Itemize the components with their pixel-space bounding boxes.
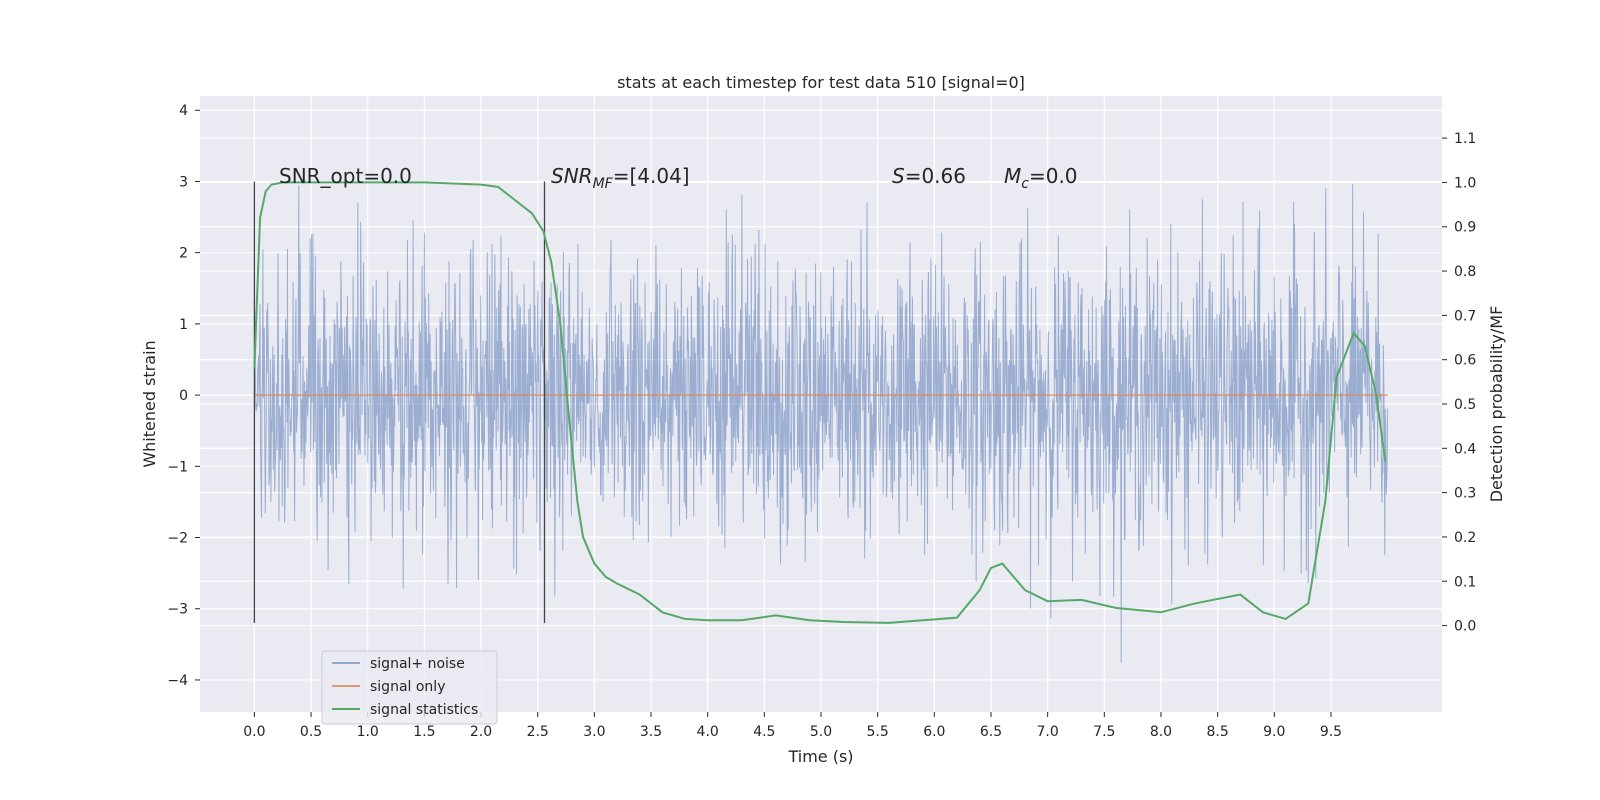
- y-tick-label: 4: [179, 103, 188, 119]
- x-tick-label: 7.5: [1093, 724, 1115, 740]
- annotation-mc-label: M: [1004, 164, 1021, 188]
- y2-axis-label: Detection probability/MF: [1487, 306, 1506, 503]
- y-tick-label: −4: [167, 673, 188, 689]
- annotation-snr-opt: SNR_opt=0.0: [279, 164, 412, 188]
- x-tick-label: 2.5: [527, 724, 549, 740]
- legend-label-signal: signal only: [370, 679, 445, 695]
- legend-box: [321, 650, 498, 725]
- x-ticks: 0.0 0.5 1.0 1.5 2.0 2.5 3.0 3.5 4.0 4.5 5.0 5.5 6.0 6…: [243, 712, 1342, 740]
- legend-label-noise: signal+ noise: [370, 656, 465, 672]
- x-tick-label: 8.0: [1150, 724, 1172, 740]
- y2-tick-label: 0.0: [1454, 619, 1476, 635]
- x-tick-label: 2.0: [470, 724, 492, 740]
- x-tick-label: 3.0: [583, 724, 605, 740]
- y2-tick-label: 1.1: [1454, 131, 1476, 147]
- annotation-snr-mf-value: =[4.04]: [613, 164, 690, 188]
- x-tick-label: 0.0: [243, 724, 265, 740]
- y-tick-label: 1: [179, 317, 188, 333]
- y2-tick-label: 0.7: [1454, 308, 1476, 324]
- y2-tick-label: 0.8: [1454, 264, 1476, 280]
- chart-title: stats at each timestep for test data 510…: [617, 73, 1025, 92]
- y-ticks: 4 3 2 1 0 −1 −2 −3 −4: [167, 103, 200, 689]
- noise-trace: [253, 183, 1389, 663]
- annotation-snr-mf-label: SNR: [551, 164, 593, 188]
- x-tick-label: 1.5: [413, 724, 435, 740]
- y2-tick-label: 1.0: [1454, 175, 1476, 191]
- annotation-s: S=0.66: [892, 164, 966, 188]
- y-tick-label: −3: [167, 602, 188, 618]
- y-tick-label: 2: [179, 246, 188, 262]
- vertical-markers: [253, 181, 546, 623]
- x-tick-label: 7.0: [1037, 724, 1059, 740]
- annotation-snr-mf: SNRMF=[4.04]: [551, 164, 690, 192]
- signal-statistics-series: [253, 181, 1387, 624]
- y2-ticks: 1.1 1.0 0.9 0.8 0.7 0.6 0.5 0.4 0.3 0.2 0.1 0.0: [1442, 131, 1476, 635]
- y2-tick-label: 0.1: [1454, 574, 1476, 590]
- x-tick-label: 5.0: [810, 724, 832, 740]
- x-tick-label: 9.5: [1320, 724, 1342, 740]
- x-axis-label: Time (s): [787, 747, 853, 766]
- y-axis-label: Whitened strain: [140, 340, 159, 467]
- x-tick-label: 6.0: [923, 724, 945, 740]
- y2-tick-label: 0.2: [1454, 530, 1476, 546]
- y-tick-label: 3: [179, 174, 188, 190]
- x-tick-label: 4.0: [697, 724, 719, 740]
- legend-label-statistics: signal statistics: [370, 702, 478, 718]
- annotation-s-label: S: [892, 164, 905, 188]
- x-tick-label: 6.5: [980, 724, 1002, 740]
- annotation-mc: Mc=0.0: [1004, 164, 1078, 192]
- y2-tick-label: 0.9: [1454, 220, 1476, 236]
- y2-tick-label: 0.3: [1454, 486, 1476, 502]
- y-tick-label: 0: [179, 388, 188, 404]
- x-tick-label: 5.5: [867, 724, 889, 740]
- y2-tick-label: 0.4: [1454, 441, 1476, 457]
- y-tick-label: −2: [167, 531, 188, 547]
- annotation-snr-mf-sub: MF: [593, 176, 614, 192]
- x-tick-label: 4.5: [753, 724, 775, 740]
- annotation-s-value: =0.66: [905, 164, 966, 188]
- x-tick-label: 8.5: [1206, 724, 1228, 740]
- x-tick-label: 3.5: [640, 724, 662, 740]
- x-tick-label: 9.0: [1263, 724, 1285, 740]
- x-tick-label: 0.5: [300, 724, 322, 740]
- annotation-mc-sub: c: [1021, 176, 1029, 192]
- y2-tick-label: 0.6: [1454, 353, 1476, 369]
- legend: signal+ noise signal only signal statist…: [321, 650, 498, 725]
- y-tick-label: −1: [167, 459, 188, 475]
- x-tick-label: 1.0: [357, 724, 379, 740]
- y2-tick-label: 0.5: [1454, 397, 1476, 413]
- annotation-mc-value: =0.0: [1029, 164, 1078, 188]
- signal-plus-noise-series: [253, 183, 1389, 663]
